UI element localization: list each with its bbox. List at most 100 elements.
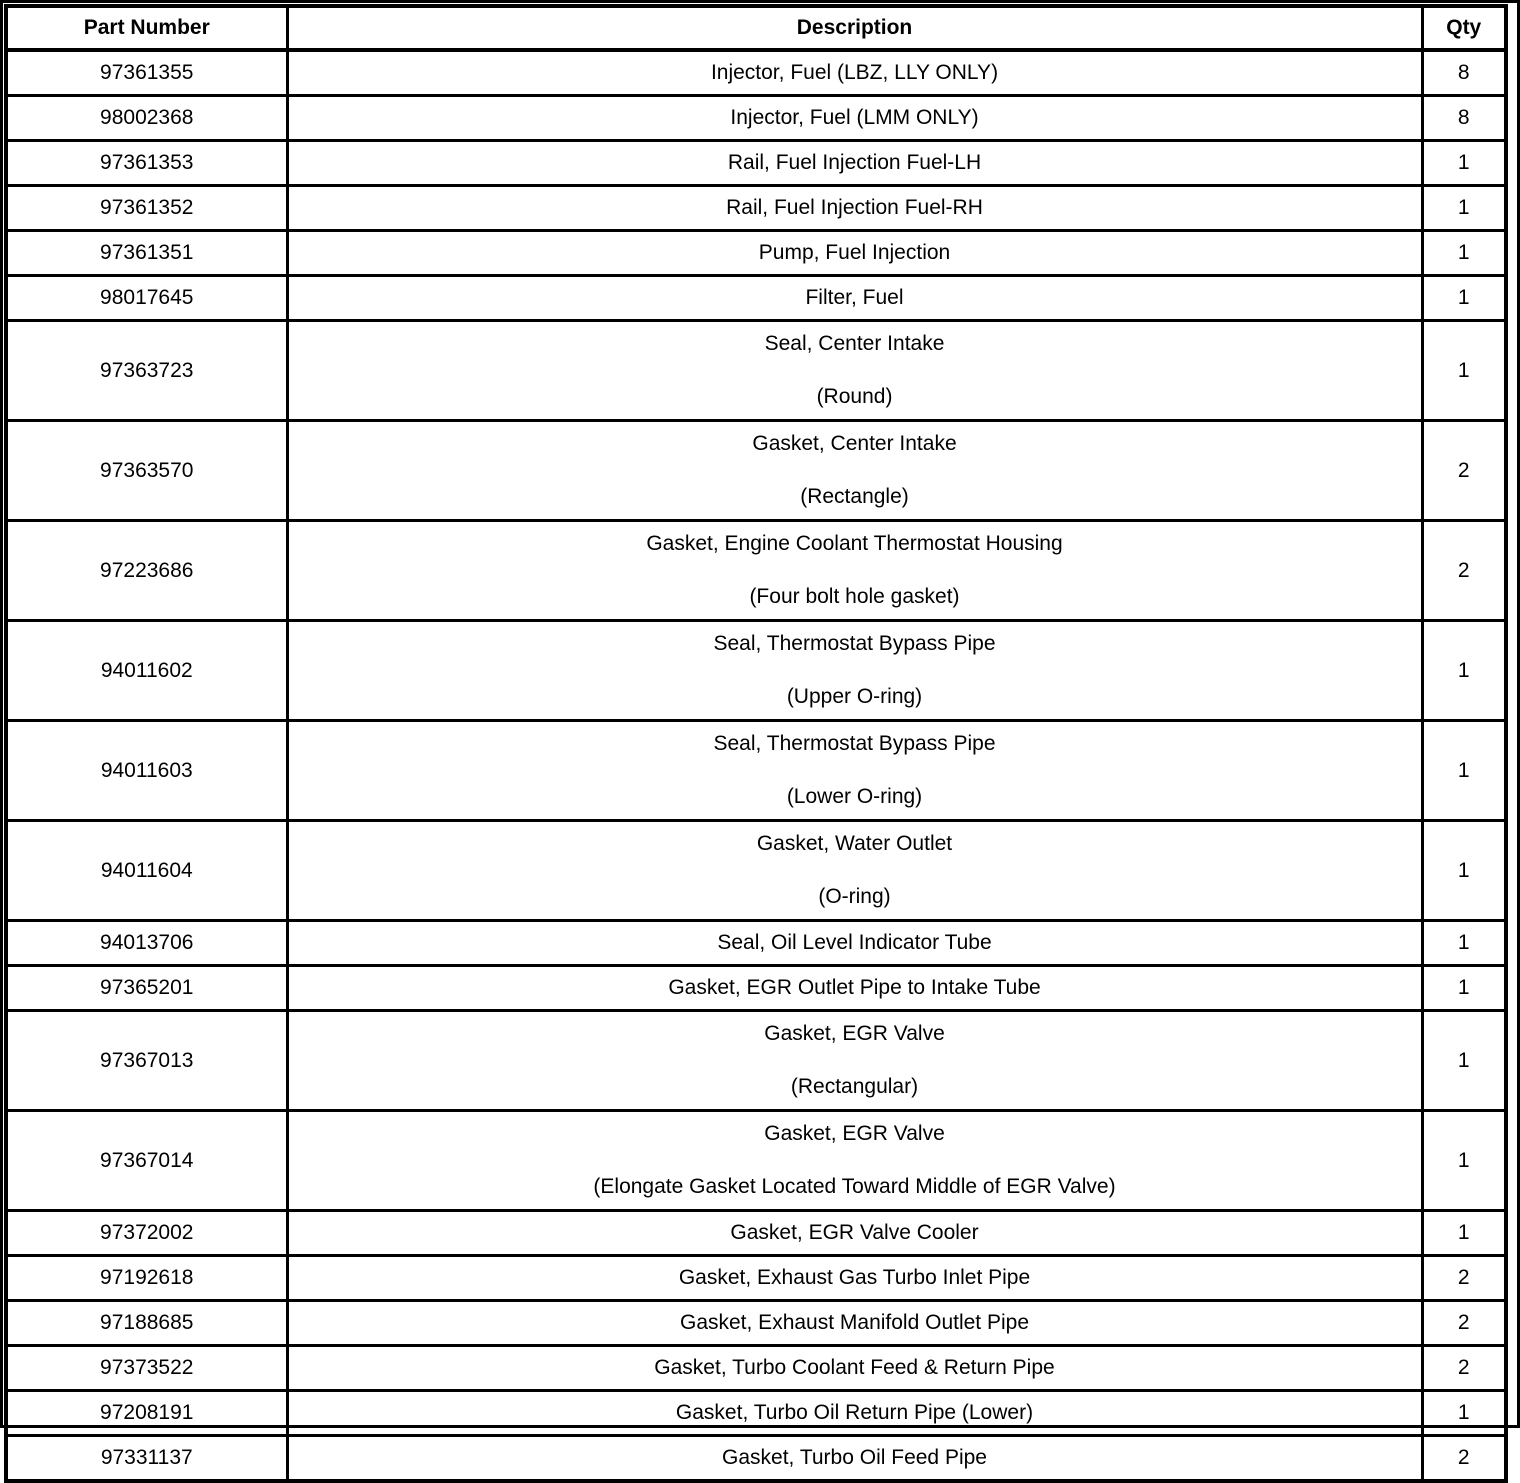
description-lines: Gasket, Turbo Oil Return Pipe (Lower) [290,1394,1419,1433]
part-number-cell: 97373522 [4,1344,289,1392]
table-row: 94011604 Gasket, Water Outlet (O-ring) 1 [4,819,1508,922]
description-line: Gasket, Exhaust Gas Turbo Inlet Pipe [678,1266,1031,1289]
description-lines: Gasket, EGR Outlet Pipe to Intake Tube [290,969,1419,1008]
description-line: (Lower O-ring) [786,785,923,808]
table-row: 97367014 Gasket, EGR Valve (Elongate Gask… [4,1109,1508,1212]
description-lines: Gasket, Turbo Coolant Feed & Return Pipe [290,1349,1419,1388]
column-header-part-number: Part Number [4,4,289,52]
description-lines: Gasket, Exhaust Manifold Outlet Pipe [290,1304,1419,1343]
qty-cell: 1 [1420,274,1508,322]
description-line: (Four bolt hole gasket) [749,585,960,608]
qty-cell: 1 [1420,1009,1508,1112]
qty-cell: 8 [1420,48,1508,97]
part-number-cell: 97192618 [4,1254,289,1302]
description-line: Gasket, Water Outlet [756,832,953,855]
part-number-cell: 97367013 [4,1009,289,1112]
qty-cell: 2 [1420,1254,1508,1302]
part-number-cell: 97223686 [4,519,289,622]
description-line: (Upper O-ring) [786,685,923,708]
part-number-cell: 94013706 [4,919,289,967]
qty-cell: 1 [1420,1389,1508,1437]
description-cell: Pump, Fuel Injection [285,229,1424,277]
description-cell: Seal, Center Intake (Round) [285,319,1424,422]
table-row: 97223686 Gasket, Engine Coolant Thermost… [4,519,1508,622]
header-row: Part Number Description Qty [4,4,1508,52]
part-number-cell: 97365201 [4,964,289,1012]
part-number-cell: 98002368 [4,94,289,142]
description-line: (Rectangular) [790,1075,919,1098]
qty-cell: 2 [1420,519,1508,622]
description-cell: Gasket, Exhaust Gas Turbo Inlet Pipe [285,1254,1424,1302]
table-body: 97361355 Injector, Fuel (LBZ, LLY ONLY) … [4,48,1508,1483]
description-cell: Gasket, Exhaust Manifold Outlet Pipe [285,1299,1424,1347]
description-cell: Gasket, EGR Valve Cooler [285,1209,1424,1257]
description-cell: Seal, Oil Level Indicator Tube [285,919,1424,967]
description-lines: Seal, Thermostat Bypass Pipe (Upper O-rin… [290,624,1419,718]
description-cell: Rail, Fuel Injection Fuel-RH [285,184,1424,232]
description-line: Gasket, Engine Coolant Thermostat Housin… [646,532,1063,555]
part-number-cell: 97361355 [4,48,289,97]
description-line: Seal, Oil Level Indicator Tube [717,931,992,954]
table-row: 94011603 Seal, Thermostat Bypass Pipe (Lo… [4,719,1508,822]
table-row: 97367013 Gasket, EGR Valve (Rectangular) … [4,1009,1508,1112]
description-line: Gasket, Turbo Coolant Feed & Return Pipe [654,1356,1055,1379]
part-number-cell: 94011603 [4,719,289,822]
description-cell: Gasket, Center Intake (Rectangle) [285,419,1424,522]
qty-cell: 1 [1420,619,1508,722]
table-row: 97361353 Rail, Fuel Injection Fuel-LH 1 [4,139,1508,187]
description-lines: Rail, Fuel Injection Fuel-RH [290,189,1419,228]
qty-cell: 1 [1420,819,1508,922]
description-lines: Seal, Center Intake (Round) [290,324,1419,418]
description-line: (Round) [816,385,893,408]
description-lines: Gasket, Turbo Oil Feed Pipe [290,1438,1419,1478]
part-number-cell: 97188685 [4,1299,289,1347]
qty-cell: 1 [1420,719,1508,822]
description-lines: Gasket, EGR Valve (Rectangular) [290,1014,1419,1108]
table-row: 97361355 Injector, Fuel (LBZ, LLY ONLY) … [4,48,1508,97]
table-row: 97188685 Gasket, Exhaust Manifold Outlet… [4,1299,1508,1347]
qty-cell: 1 [1420,139,1508,187]
table-row: 98017645 Filter, Fuel 1 [4,274,1508,322]
parts-table: Part Number Description Qty 97361355 Inj… [4,4,1508,1483]
description-lines: Injector, Fuel (LMM ONLY) [290,99,1419,138]
description-line: Seal, Thermostat Bypass Pipe [713,632,996,655]
qty-cell: 1 [1420,319,1508,422]
description-line: (Rectangle) [800,485,909,508]
description-lines: Rail, Fuel Injection Fuel-LH [290,144,1419,183]
description-cell: Gasket, Turbo Oil Feed Pipe [285,1434,1424,1483]
description-cell: Gasket, Turbo Coolant Feed & Return Pipe [285,1344,1424,1392]
table-row: 97363570 Gasket, Center Intake (Rectangle… [4,419,1508,522]
description-lines: Seal, Thermostat Bypass Pipe (Lower O-rin… [290,724,1419,818]
table-row: 97365201 Gasket, EGR Outlet Pipe to Inta… [4,964,1508,1012]
part-number-cell: 94011604 [4,819,289,922]
description-line: Injector, Fuel (LMM ONLY) [730,106,979,129]
description-line: Gasket, EGR Valve Cooler [730,1221,979,1244]
qty-cell: 1 [1420,1209,1508,1257]
table-row: 94011602 Seal, Thermostat Bypass Pipe (Up… [4,619,1508,722]
description-cell: Seal, Thermostat Bypass Pipe (Upper O-rin… [285,619,1424,722]
description-lines: Gasket, Engine Coolant Thermostat Housin… [290,524,1419,618]
table-row: 97208191 Gasket, Turbo Oil Return Pipe (… [4,1389,1508,1437]
description-line: Rail, Fuel Injection Fuel-RH [726,196,983,219]
description-cell: Gasket, Water Outlet (O-ring) [285,819,1424,922]
qty-cell: 1 [1420,184,1508,232]
qty-cell: 2 [1420,419,1508,522]
description-cell: Gasket, Turbo Oil Return Pipe (Lower) [285,1389,1424,1437]
table-row: 97361352 Rail, Fuel Injection Fuel-RH 1 [4,184,1508,232]
description-line: Gasket, Turbo Oil Return Pipe (Lower) [675,1401,1034,1424]
qty-cell: 1 [1420,229,1508,277]
description-line: Gasket, EGR Valve [764,1022,945,1045]
part-number-cell: 98017645 [4,274,289,322]
description-lines: Pump, Fuel Injection [290,234,1419,273]
part-number-cell: 97367014 [4,1109,289,1212]
description-line: Gasket, Exhaust Manifold Outlet Pipe [679,1311,1029,1334]
part-number-cell: 97363723 [4,319,289,422]
table-row: 97363723 Seal, Center Intake (Round) 1 [4,319,1508,422]
table-row: 97372002 Gasket, EGR Valve Cooler 1 [4,1209,1508,1257]
description-line: Gasket, EGR Outlet Pipe to Intake Tube [668,976,1041,999]
part-number-cell: 97372002 [4,1209,289,1257]
qty-cell: 1 [1420,1109,1508,1212]
part-number-cell: 97361353 [4,139,289,187]
description-line: Seal, Center Intake [764,332,945,355]
